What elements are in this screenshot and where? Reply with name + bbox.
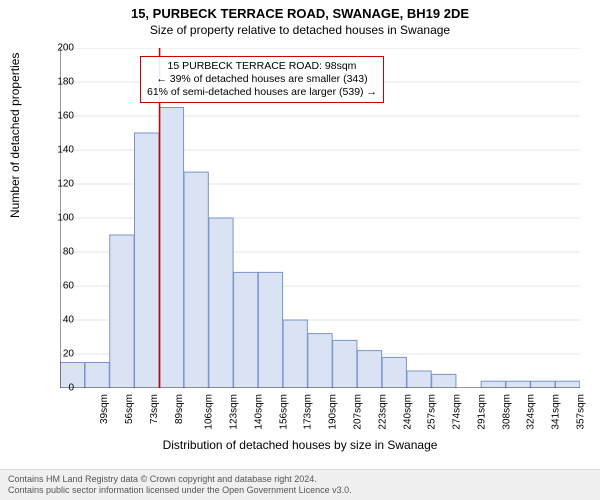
annotation-callout: 15 PURBECK TERRACE ROAD: 98sqm ← 39% of … <box>140 56 384 103</box>
annotation-line1: 15 PURBECK TERRACE ROAD: 98sqm <box>147 60 377 73</box>
y-tick: 200 <box>57 43 74 54</box>
y-tick: 20 <box>63 349 74 360</box>
footer-line1: Contains HM Land Registry data © Crown c… <box>8 474 592 485</box>
x-tick: 173sqm <box>303 394 314 430</box>
x-axis-label: Distribution of detached houses by size … <box>0 438 600 452</box>
x-tick: 106sqm <box>204 394 215 430</box>
x-tick: 291sqm <box>476 394 487 430</box>
x-tick: 73sqm <box>149 394 160 424</box>
x-tick: 39sqm <box>99 394 110 424</box>
y-tick: 60 <box>63 281 74 292</box>
chart-subtitle: Size of property relative to detached ho… <box>0 21 600 41</box>
y-tick: 40 <box>63 315 74 326</box>
x-tick: 190sqm <box>328 394 339 430</box>
chart-container: 15, PURBECK TERRACE ROAD, SWANAGE, BH19 … <box>0 0 600 500</box>
x-tick: 223sqm <box>377 394 388 430</box>
y-tick: 80 <box>63 247 74 258</box>
y-axis-label: Number of detached properties <box>8 53 22 218</box>
x-tick: 357sqm <box>575 394 586 430</box>
y-tick: 160 <box>57 111 74 122</box>
x-tick: 56sqm <box>124 394 135 424</box>
x-tick: 308sqm <box>501 394 512 430</box>
x-tick: 89sqm <box>174 394 185 424</box>
y-tick: 0 <box>68 383 74 394</box>
x-tick: 274sqm <box>452 394 463 430</box>
y-tick: 100 <box>57 213 74 224</box>
x-tick: 207sqm <box>353 394 364 430</box>
footer-line2: Contains public sector information licen… <box>8 485 592 496</box>
x-tick: 156sqm <box>278 394 289 430</box>
x-tick: 240sqm <box>402 394 413 430</box>
x-tick: 123sqm <box>229 394 240 430</box>
y-tick: 120 <box>57 179 74 190</box>
x-tick: 140sqm <box>254 394 265 430</box>
plot-area: 15 PURBECK TERRACE ROAD: 98sqm ← 39% of … <box>60 48 580 388</box>
y-tick: 140 <box>57 145 74 156</box>
annotation-line3: 61% of semi-detached houses are larger (… <box>147 86 377 99</box>
x-tick: 257sqm <box>427 394 438 430</box>
annotation-line2: ← 39% of detached houses are smaller (34… <box>147 73 377 86</box>
y-tick: 180 <box>57 77 74 88</box>
footer-attribution: Contains HM Land Registry data © Crown c… <box>0 469 600 500</box>
chart-title: 15, PURBECK TERRACE ROAD, SWANAGE, BH19 … <box>0 0 600 21</box>
x-tick: 341sqm <box>551 394 562 430</box>
x-tick: 324sqm <box>526 394 537 430</box>
